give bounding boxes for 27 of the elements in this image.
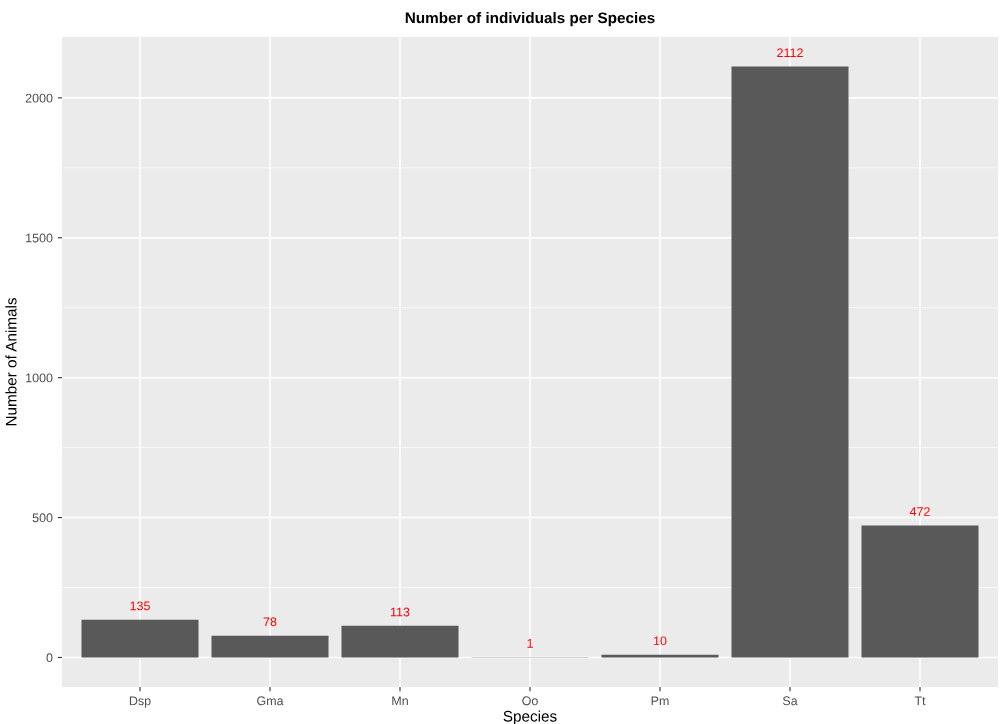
data-label: 113 (390, 607, 410, 617)
y-axis-title: Number of Animals (5, 298, 17, 426)
bar (211, 635, 329, 658)
data-label: 135 (130, 601, 150, 611)
bar (731, 66, 849, 658)
bar (861, 525, 979, 658)
bar (81, 619, 199, 658)
y-tick-label: 2000 (25, 93, 53, 103)
x-tick-label: Sa (782, 696, 798, 706)
y-tick-label: 1000 (26, 373, 53, 383)
data-label: 1 (527, 639, 533, 648)
chart-title: Number of individuals per Species (405, 12, 655, 27)
x-tick-label: Pm (651, 696, 669, 706)
x-tick-label: Dsp (129, 696, 151, 708)
data-label: 10 (654, 636, 667, 646)
data-label: 2112 (777, 48, 803, 58)
y-tick-label: 1500 (26, 233, 53, 243)
data-label: 78 (263, 617, 277, 627)
x-tick-label: Gma (257, 696, 284, 706)
x-tick-label: Tt (914, 696, 926, 706)
y-tick-label: 0 (46, 653, 53, 663)
x-tick-label: Mn (392, 696, 408, 706)
x-tick-label: Oo (522, 696, 538, 706)
y-tick-label: 500 (32, 513, 53, 523)
x-axis-title: Species (503, 710, 557, 724)
data-label: 472 (909, 507, 930, 516)
bar (341, 625, 459, 658)
